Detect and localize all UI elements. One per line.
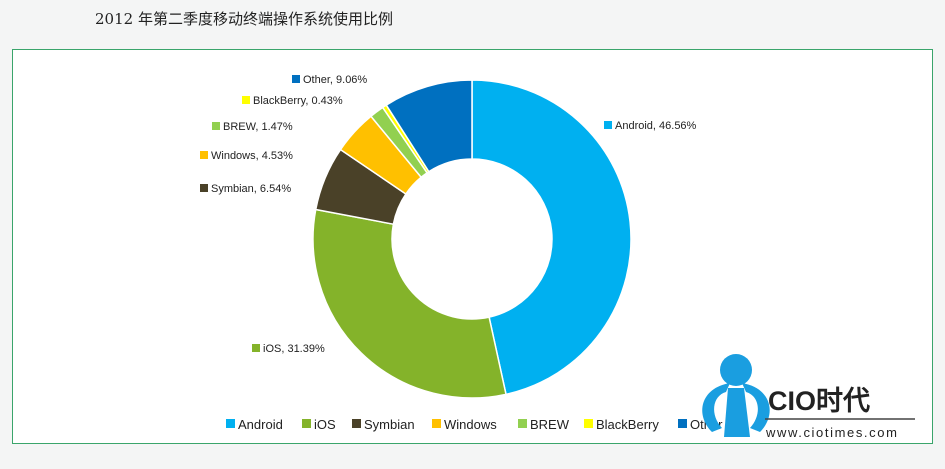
legend-swatch <box>678 419 687 428</box>
slice-other <box>385 79 473 173</box>
data-label-windows: Windows, 4.53% <box>211 150 293 162</box>
data-label-android: Android, 46.56% <box>615 120 697 132</box>
legend-swatch <box>518 419 527 428</box>
logo-brand: CIO时代 <box>768 386 870 416</box>
legend-item-brew: BREW <box>530 417 570 432</box>
legend-item-ios: iOS <box>314 417 336 432</box>
legend-swatch <box>226 419 235 428</box>
label-swatch <box>604 121 612 129</box>
legend-item-blackberry: BlackBerry <box>596 417 659 432</box>
legend-swatch <box>432 419 441 428</box>
legend-swatch <box>352 419 361 428</box>
legend-item-symbian: Symbian <box>364 417 415 432</box>
chart-title: 2012 年第二季度移动终端操作系统使用比例 <box>95 10 393 28</box>
label-swatch <box>200 184 208 192</box>
label-swatch <box>242 96 250 104</box>
data-label-symbian: Symbian, 6.54% <box>211 183 291 195</box>
slice-ios <box>312 208 507 399</box>
label-swatch <box>200 151 208 159</box>
legend-item-android: Android <box>238 417 283 432</box>
data-label-ios: iOS, 31.39% <box>263 343 325 355</box>
legend-swatch <box>584 419 593 428</box>
ciotimes-logo: CIO时代 www.ciotimes.com <box>702 354 915 440</box>
slice-android <box>471 79 632 396</box>
legend-item-windows: Windows <box>444 417 497 432</box>
label-swatch <box>252 344 260 352</box>
label-swatch <box>212 122 220 130</box>
logo-url: www.ciotimes.com <box>765 425 899 440</box>
label-swatch <box>292 75 300 83</box>
legend-swatch <box>302 419 311 428</box>
data-label-blackberry: BlackBerry, 0.43% <box>253 95 343 107</box>
data-label-other: Other, 9.06% <box>303 74 367 86</box>
data-label-brew: BREW, 1.47% <box>223 121 293 133</box>
